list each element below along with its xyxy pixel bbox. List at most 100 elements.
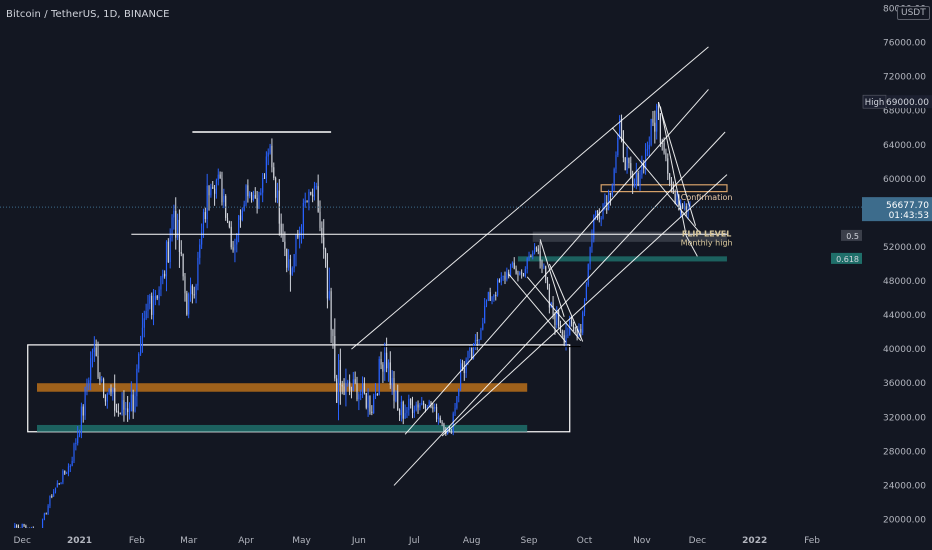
- currency-badge[interactable]: USDT: [897, 6, 930, 20]
- candle-body: [406, 410, 408, 414]
- candle-body: [273, 167, 275, 178]
- candle-body: [643, 163, 645, 169]
- candle-body: [352, 379, 354, 391]
- candle-body: [471, 347, 473, 359]
- candle-body: [598, 212, 600, 219]
- candle-body: [522, 273, 525, 277]
- candle-body: [502, 275, 504, 278]
- candle-body: [630, 163, 632, 176]
- candle-body: [236, 234, 238, 245]
- candle-body: [443, 423, 445, 432]
- candle-body: [648, 144, 650, 150]
- price-tick-label: 44000.00: [883, 311, 926, 321]
- candle-body: [489, 292, 491, 301]
- candle-body: [484, 305, 486, 324]
- candle-body: [269, 145, 271, 153]
- candle-body: [495, 295, 497, 297]
- candle-body: [214, 188, 216, 194]
- candle-body: [447, 429, 449, 434]
- candle-body: [78, 433, 81, 436]
- candle-body: [202, 212, 205, 233]
- candle-body: [559, 326, 562, 332]
- candle-body: [600, 218, 602, 220]
- candle-body: [132, 394, 134, 412]
- candle-body: [411, 405, 414, 413]
- candle-body: [265, 156, 267, 179]
- candle-body: [519, 272, 521, 275]
- candle-body: [267, 152, 269, 157]
- candle-body: [53, 491, 55, 497]
- candle-body: [402, 401, 404, 419]
- candle-body: [332, 329, 334, 337]
- candle-body: [474, 339, 476, 345]
- candle-body: [143, 318, 145, 328]
- fib-level-label: 0.618: [836, 255, 859, 264]
- candle-body: [609, 193, 612, 195]
- time-axis[interactable]: Dec 2021 Feb Mar Apr May Jun Jul Aug Sep Oct Nov Dec…: [0, 528, 862, 550]
- candle-body: [657, 105, 660, 114]
- candle-body: [80, 406, 82, 434]
- candle-body: [511, 262, 513, 266]
- high-value-box: [887, 95, 932, 109]
- time-tick-label: Dec: [13, 536, 30, 546]
- time-tick-label: Sep: [521, 536, 538, 546]
- candle-body: [528, 256, 530, 259]
- candle-body: [543, 266, 545, 268]
- candle-body: [295, 234, 297, 255]
- candle-body: [23, 523, 25, 526]
- candle-body: [376, 394, 378, 396]
- candle-body: [435, 407, 438, 419]
- candle-body: [637, 173, 639, 186]
- candle-body: [99, 377, 101, 381]
- candle-body: [408, 398, 410, 411]
- candle-body: [535, 247, 538, 249]
- candle-body: [152, 300, 155, 315]
- candle-body: [628, 157, 630, 164]
- candle-body: [175, 210, 177, 238]
- candle-body: [493, 295, 495, 298]
- candle-body: [317, 186, 319, 212]
- candle-body: [125, 408, 127, 410]
- candle-body: [271, 145, 273, 168]
- candle-body: [186, 293, 188, 315]
- candle-body: [193, 294, 195, 296]
- candle-body: [289, 259, 291, 275]
- candle-body: [189, 285, 192, 295]
- candle-body: [138, 353, 140, 369]
- candle-body: [167, 241, 169, 263]
- candle-body: [221, 178, 223, 203]
- candle-body: [66, 473, 68, 475]
- channel-lower: [393, 131, 726, 486]
- candle-body: [439, 417, 441, 423]
- range-box: [27, 344, 571, 433]
- price-axis[interactable]: 20000.00 24000.00 28000.00 32000.00 36000.00…: [862, 0, 932, 550]
- candle-body: [350, 389, 353, 391]
- candle-body: [282, 234, 284, 242]
- nov-wedge-upper: [658, 102, 696, 226]
- candle-body: [545, 266, 547, 281]
- current-price-box[interactable]: [862, 197, 932, 222]
- candle-body: [250, 192, 253, 201]
- candle-body: [245, 185, 247, 205]
- candle-body: [349, 381, 351, 390]
- candle-body: [128, 411, 131, 413]
- candle-body: [591, 239, 593, 248]
- candle-body: [195, 285, 197, 295]
- candle-body: [417, 404, 419, 408]
- candle-body: [546, 280, 549, 288]
- trendlines-layer: [0, 46, 862, 486]
- candle-body: [217, 174, 219, 181]
- candle-body: [382, 364, 384, 372]
- candle-body: [606, 202, 608, 211]
- candle-body: [275, 177, 277, 198]
- price-tick-label: 52000.00: [883, 243, 926, 253]
- candle-body: [526, 258, 528, 269]
- candle-body: [323, 237, 325, 250]
- candle-body: [398, 409, 401, 416]
- candle-body: [343, 386, 345, 395]
- candle-body: [47, 505, 49, 514]
- candle-body: [84, 386, 86, 416]
- price-axis-background: [862, 0, 932, 550]
- candle-body: [458, 388, 460, 397]
